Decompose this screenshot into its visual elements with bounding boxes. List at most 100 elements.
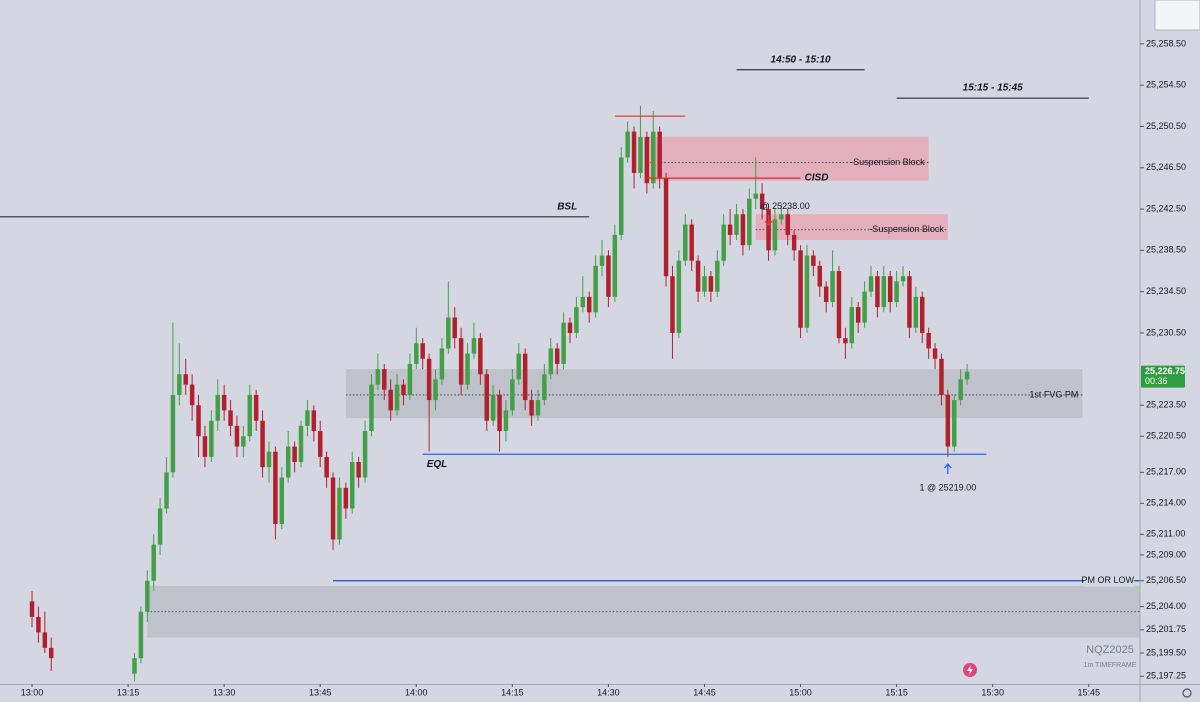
y-tick-label: 25,238.50 <box>1146 245 1186 255</box>
candle-body <box>599 255 605 266</box>
annotations-layer: 1st FVG PM -Suspension Block -Suspension B… <box>0 54 1140 587</box>
candle-body <box>964 371 970 380</box>
candle-body <box>689 224 694 261</box>
candle-body <box>458 338 464 385</box>
candle-body <box>651 131 656 184</box>
x-tick-label: 15:15 <box>885 687 908 697</box>
candle-body <box>817 265 823 287</box>
candle-body <box>612 234 618 297</box>
y-tick-label: 25,234.50 <box>1146 286 1186 296</box>
candle-body <box>324 456 329 478</box>
candle-body <box>747 198 752 246</box>
y-tick-label: 25,254.50 <box>1146 80 1186 90</box>
candle-body <box>394 384 400 411</box>
candle-body <box>830 271 835 302</box>
candle-body <box>170 394 176 473</box>
candle-body <box>843 338 848 344</box>
y-tick-label: 25,242.50 <box>1146 203 1186 213</box>
x-tick-label: 15:00 <box>789 687 812 697</box>
candle-body <box>952 400 957 447</box>
x-tick-label: 14:00 <box>405 687 428 697</box>
candle-body <box>881 276 887 308</box>
candle-body <box>189 384 195 406</box>
candle-body <box>29 601 35 617</box>
candle-body <box>145 580 150 612</box>
candle-body <box>753 193 758 199</box>
candle-body <box>253 394 259 421</box>
settings-icon[interactable] <box>1182 688 1192 698</box>
candle-body <box>574 307 579 333</box>
y-tick-label: 25,217.00 <box>1146 467 1186 477</box>
candle-body <box>586 296 592 313</box>
candle-body <box>375 369 381 385</box>
y-tick-label: 25,199.50 <box>1146 647 1186 657</box>
candle-body <box>887 276 893 302</box>
candle-body <box>862 291 867 323</box>
candle-body <box>618 157 624 235</box>
y-tick-label: 25,197.25 <box>1146 671 1186 681</box>
zone <box>345 369 1083 419</box>
candle-body <box>939 358 944 395</box>
y-tick-label: 25,201.75 <box>1146 624 1186 634</box>
candle-body <box>164 472 169 509</box>
candle-body <box>401 384 406 395</box>
candle-body <box>241 436 246 447</box>
candle-body <box>202 436 208 457</box>
candle-body <box>452 317 457 339</box>
x-tick-label: 14:45 <box>693 687 716 697</box>
candle-body <box>433 379 438 401</box>
candle-body <box>439 348 445 380</box>
candle-body <box>414 343 419 364</box>
candle-body <box>420 343 425 359</box>
axis-settings-box[interactable] <box>1154 0 1200 31</box>
candle-body <box>772 219 778 251</box>
candle-body <box>426 358 432 401</box>
x-tick-label: 15:45 <box>1077 687 1100 697</box>
countdown-label: 00:36 <box>1145 376 1168 386</box>
candle-body <box>663 178 669 277</box>
candle-body <box>157 508 163 545</box>
candle-body <box>823 286 829 302</box>
candle-body <box>362 431 368 478</box>
candle-body <box>811 255 816 266</box>
timeframe-label: 1m TIMEFRAME <box>1084 662 1137 669</box>
candle-body <box>183 374 188 385</box>
candle-body <box>138 611 144 659</box>
candle-body <box>522 353 528 401</box>
candle-body <box>657 131 662 179</box>
y-tick-label: 25,246.50 <box>1146 162 1186 172</box>
candle-body <box>855 307 861 323</box>
candle-body <box>298 425 304 463</box>
candle-body <box>702 276 707 292</box>
candle-body <box>548 348 554 375</box>
fill-label: 1 @ 25219.00 <box>920 482 977 492</box>
y-tick-label: 25,209.00 <box>1146 549 1186 559</box>
candle-body <box>407 363 413 395</box>
candle-body <box>529 400 534 416</box>
fill-arrow-head <box>764 220 773 227</box>
candle-body <box>503 410 509 432</box>
candle-body <box>945 394 951 447</box>
candle-body <box>266 451 272 468</box>
candle-body <box>36 616 41 633</box>
level-label: PM OR LOW <box>1081 575 1134 585</box>
candle-body <box>279 477 285 524</box>
candle-body <box>900 276 906 282</box>
candle-body <box>48 647 54 659</box>
candle-body <box>779 214 784 220</box>
candle-body <box>734 214 739 235</box>
candle-body <box>516 353 522 380</box>
candle-body <box>740 214 746 246</box>
candle-body <box>715 260 720 292</box>
candle-body <box>593 265 598 313</box>
candle-body <box>542 374 547 401</box>
candle-body <box>221 394 227 411</box>
candle-body <box>228 410 233 426</box>
candle-body <box>676 260 682 333</box>
candle-body <box>759 193 765 210</box>
candle-body <box>382 369 387 390</box>
candle-body <box>907 276 912 328</box>
